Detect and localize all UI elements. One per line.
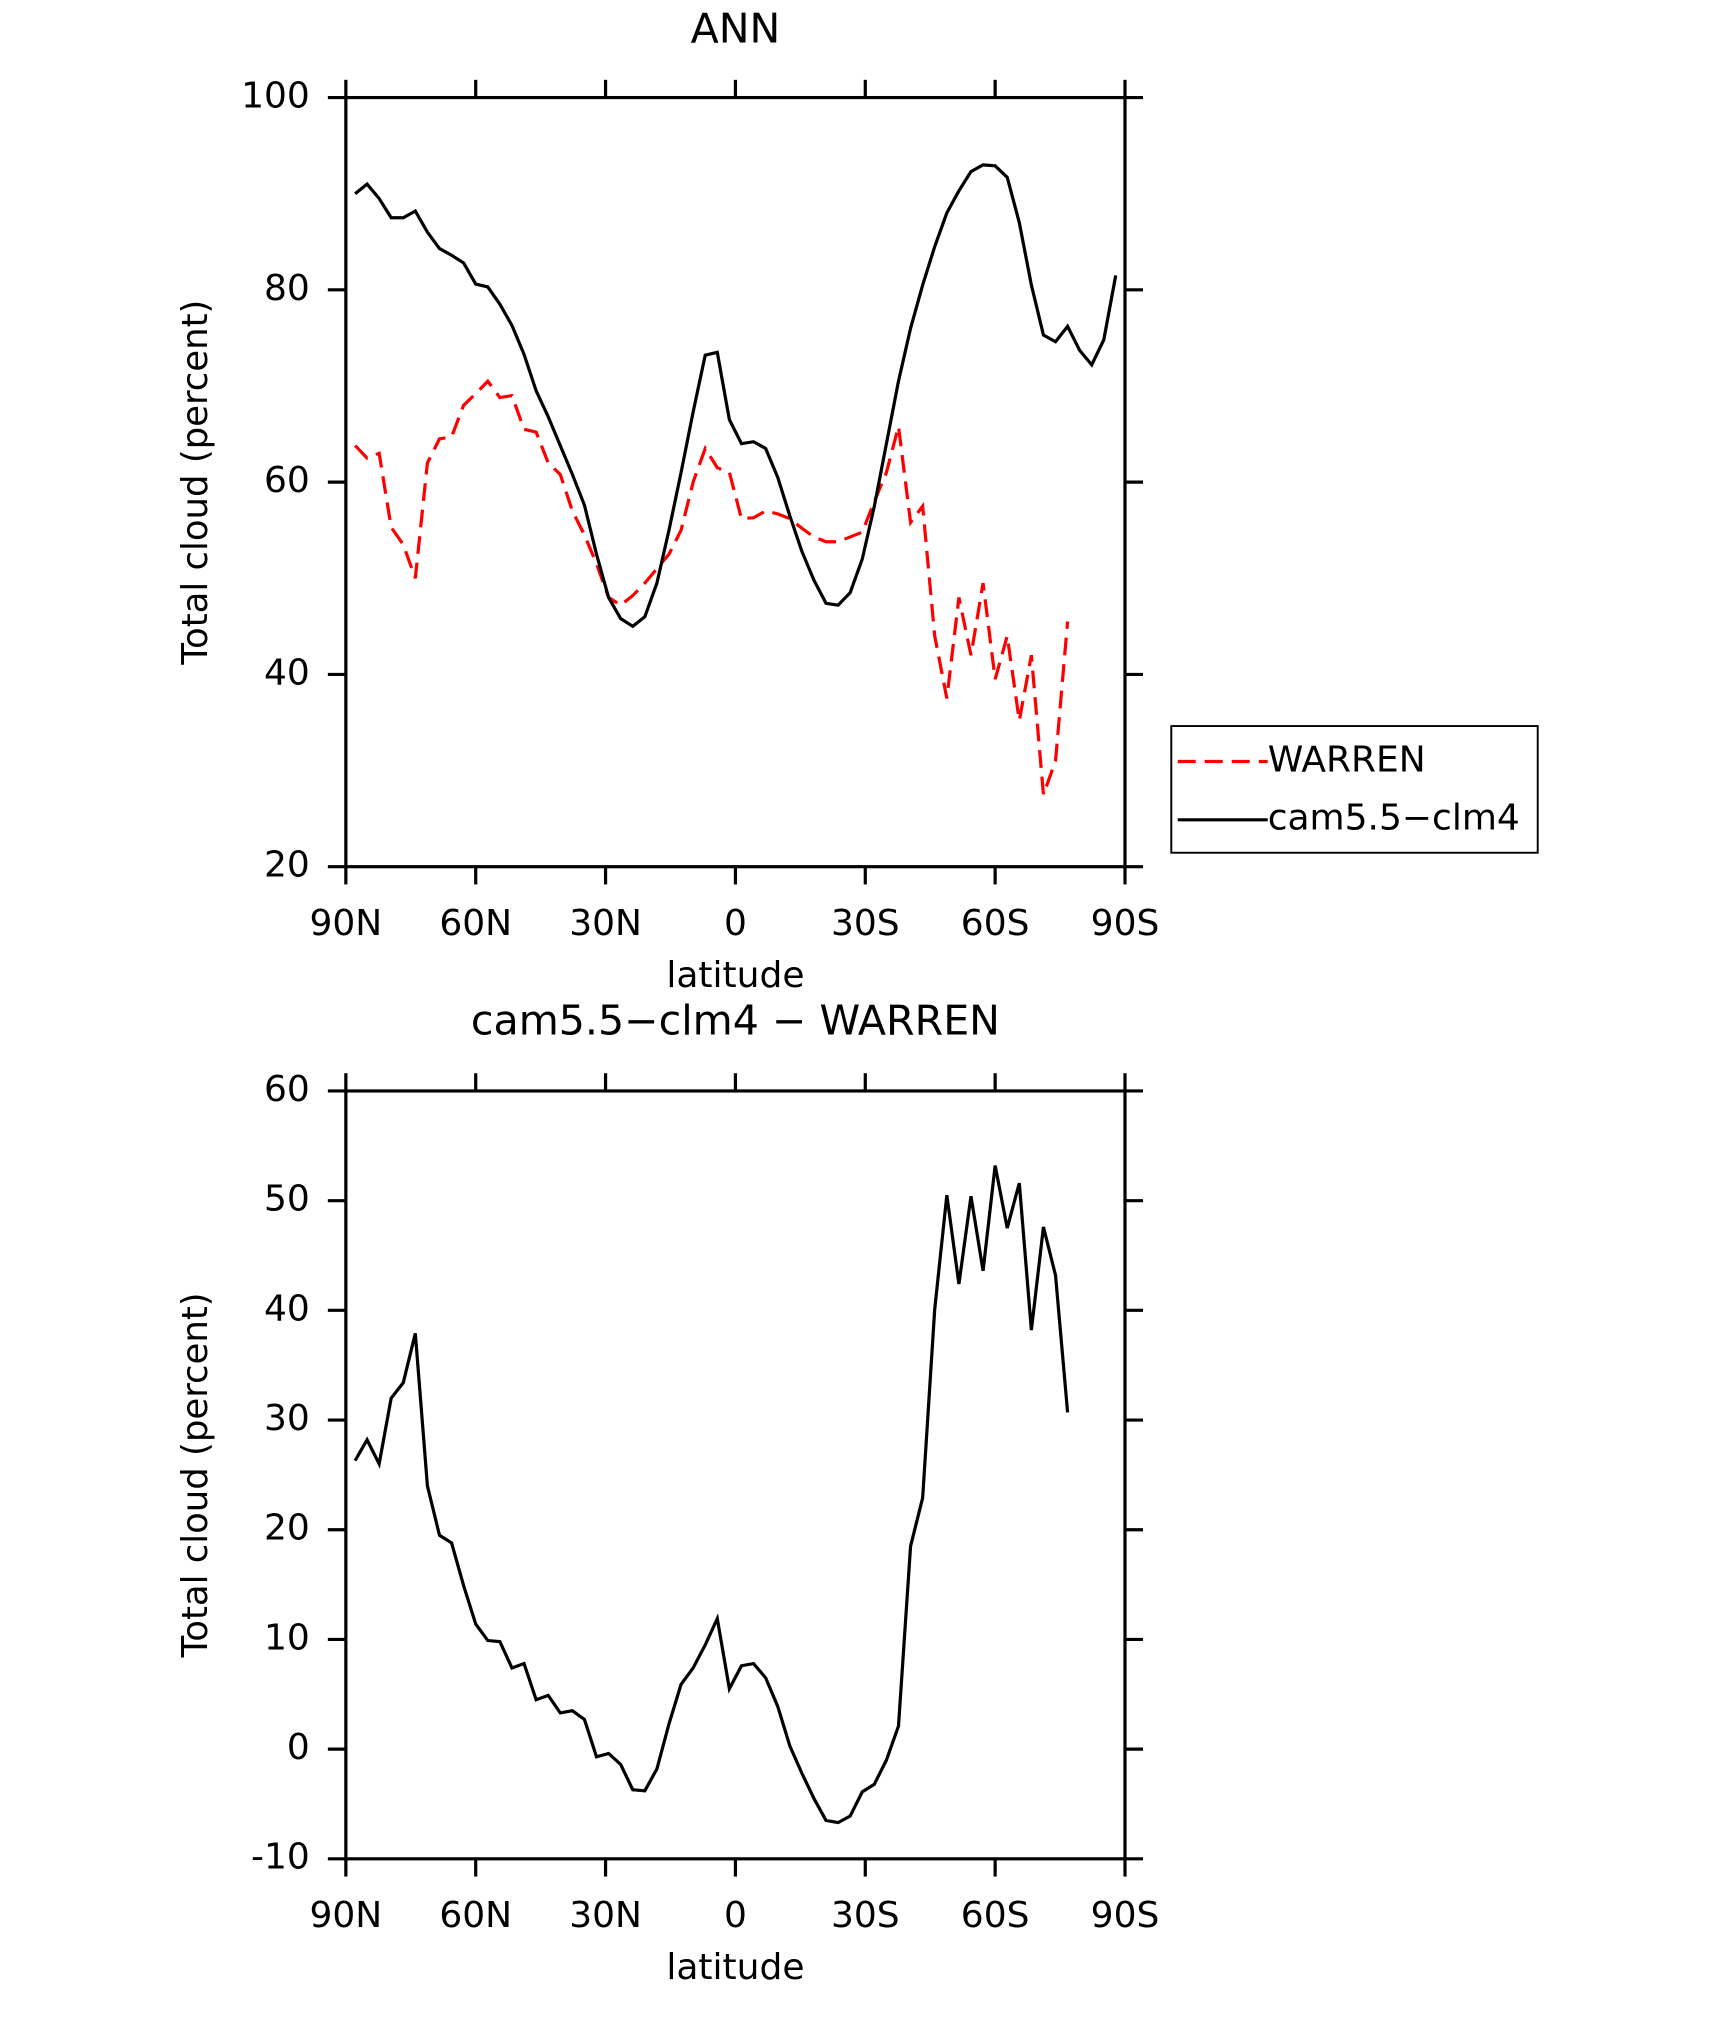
x-tick-label: 60S xyxy=(961,903,1030,944)
y-tick-label: -10 xyxy=(251,1837,310,1878)
y-tick-label: 60 xyxy=(264,460,310,501)
y-tick-label: 0 xyxy=(287,1727,310,1768)
y-tick-label: 100 xyxy=(241,76,310,117)
data-line xyxy=(354,163,1118,629)
legend-label: cam5.5−clm4 xyxy=(1268,798,1520,839)
x-axis-label: latitude xyxy=(666,1947,804,1988)
y-tick-label: 30 xyxy=(264,1398,310,1439)
chart-title: cam5.5−clm4 − WARREN xyxy=(471,997,1000,1045)
chart-title: ANN xyxy=(691,5,781,53)
legend-label: WARREN xyxy=(1268,740,1426,781)
x-tick-label: 30N xyxy=(569,1895,642,1936)
x-tick-label: 90N xyxy=(309,1895,382,1936)
data-line xyxy=(353,378,1070,796)
x-tick-label: 60S xyxy=(961,1895,1030,1936)
x-tick-label: 0 xyxy=(724,903,747,944)
y-tick-label: 20 xyxy=(264,845,310,886)
x-tick-label: 90S xyxy=(1091,1895,1160,1936)
y-axis-label: Total cloud (percent) xyxy=(175,300,216,666)
x-tick-label: 30N xyxy=(569,903,642,944)
x-tick-label: 60N xyxy=(439,1895,512,1936)
x-tick-label: 30S xyxy=(831,903,900,944)
x-tick-label: 30S xyxy=(831,1895,900,1936)
x-tick-label: 90N xyxy=(309,903,382,944)
y-tick-label: 40 xyxy=(264,653,310,694)
x-axis-label: latitude xyxy=(666,955,804,996)
legend-box xyxy=(1170,725,1539,854)
y-axis-label: Total cloud (percent) xyxy=(175,1292,216,1658)
x-tick-label: 90S xyxy=(1091,903,1160,944)
x-tick-label: 60N xyxy=(439,903,512,944)
y-tick-label: 60 xyxy=(264,1069,310,1110)
y-tick-label: 20 xyxy=(264,1508,310,1549)
x-tick-label: 0 xyxy=(724,1895,747,1936)
y-tick-label: 40 xyxy=(264,1289,310,1330)
plot-frame xyxy=(344,95,1127,869)
y-tick-label: 80 xyxy=(264,268,310,309)
y-tick-label: 50 xyxy=(264,1179,310,1220)
plot-frame xyxy=(344,1089,1127,1861)
data-line xyxy=(353,1165,1070,1825)
y-tick-label: 10 xyxy=(264,1618,310,1659)
